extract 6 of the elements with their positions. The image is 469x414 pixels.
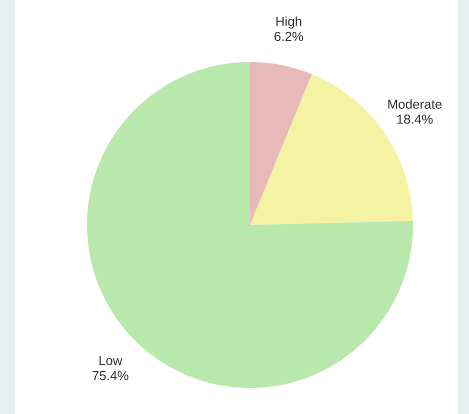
data-label: 75.4%	[92, 371, 128, 380]
slice-label: Low	[100, 356, 122, 366]
data-label: 6.2%	[274, 32, 304, 42]
slice-label: Moderate	[388, 99, 442, 109]
slice-label: High	[276, 16, 302, 29]
data-label: 18.4%	[397, 114, 433, 124]
